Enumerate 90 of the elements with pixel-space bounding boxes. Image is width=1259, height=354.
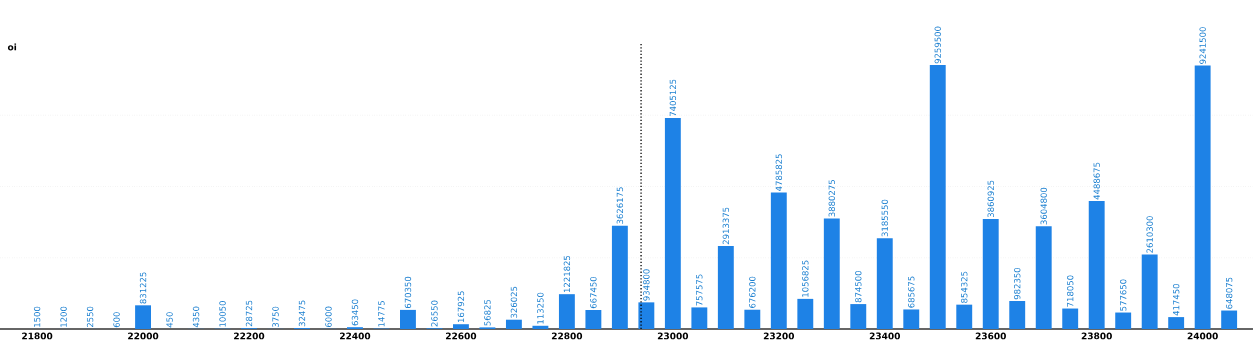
data-label: 831225 xyxy=(139,272,147,304)
data-label: 3750 xyxy=(272,306,279,328)
x-tick-label: 23400 xyxy=(869,332,901,340)
data-label: 854325 xyxy=(961,271,968,303)
bar xyxy=(982,218,999,329)
bar xyxy=(717,245,734,329)
data-label: 7405125 xyxy=(669,79,677,117)
bar xyxy=(770,192,787,329)
bar xyxy=(850,304,867,329)
x-tick-label: 22600 xyxy=(445,332,477,340)
data-label: 2610300 xyxy=(1146,216,1153,253)
data-label: 670350 xyxy=(404,276,412,309)
data-label: 648075 xyxy=(1225,277,1233,309)
data-label: 3604800 xyxy=(1040,187,1047,225)
x-tick-label: 23800 xyxy=(1081,332,1112,340)
data-label: 6000 xyxy=(325,306,332,328)
bar xyxy=(929,65,946,329)
data-label: 4488675 xyxy=(1093,162,1100,200)
data-label: 3860925 xyxy=(987,180,994,218)
data-label: 718050 xyxy=(1067,275,1074,307)
bar xyxy=(1115,312,1132,329)
data-label: 2550 xyxy=(86,306,94,328)
data-label: 167925 xyxy=(457,291,465,323)
bar xyxy=(664,117,681,329)
data-label: 3626175 xyxy=(616,187,624,224)
data-label: 3185550 xyxy=(881,199,888,237)
data-label: 450 xyxy=(166,312,173,328)
x-tick-label: 23000 xyxy=(657,332,689,340)
data-label: 1221825 xyxy=(563,255,571,293)
bar xyxy=(638,302,655,329)
data-label: 9259500 xyxy=(934,26,941,64)
bar xyxy=(691,307,708,329)
bar xyxy=(505,319,522,329)
data-label: 3880275 xyxy=(828,180,836,217)
data-label: 326025 xyxy=(510,286,518,318)
bar xyxy=(744,309,761,329)
data-label: 4785825 xyxy=(775,154,783,191)
data-label: 28725 xyxy=(245,300,253,327)
bar xyxy=(1221,310,1238,329)
data-label: 63450 xyxy=(351,299,359,326)
data-label: 685675 xyxy=(908,276,915,308)
bar xyxy=(611,225,628,329)
bar xyxy=(797,298,814,329)
data-label: 600 xyxy=(113,312,120,328)
data-label: 32475 xyxy=(298,300,306,327)
data-label: 1500 xyxy=(33,306,41,327)
bar xyxy=(135,305,151,329)
x-tick-label: 23600 xyxy=(975,332,1006,340)
x-tick-label: 21800 xyxy=(22,332,53,340)
data-label: 14775 xyxy=(378,301,385,327)
data-label: 982350 xyxy=(1014,267,1021,300)
y-axis-title: oi xyxy=(7,43,17,51)
data-label: 1056825 xyxy=(802,260,809,297)
bar xyxy=(823,218,840,329)
data-label: 4350 xyxy=(192,306,200,328)
bar xyxy=(558,294,575,329)
bar xyxy=(532,325,549,329)
x-tick-label: 23200 xyxy=(763,332,795,340)
data-label: 757575 xyxy=(696,274,703,306)
data-label: 577650 xyxy=(1119,279,1127,311)
data-label: 26550 xyxy=(431,300,438,327)
bar xyxy=(1168,317,1185,329)
bar xyxy=(585,309,602,329)
bar xyxy=(956,304,973,329)
x-tick-label: 22400 xyxy=(340,332,371,340)
data-label: 2913375 xyxy=(722,207,730,245)
x-tick-label: 24000 xyxy=(1187,332,1218,340)
data-label: 1200 xyxy=(60,306,67,327)
x-tick-label: 22800 xyxy=(551,332,583,340)
bar xyxy=(1062,308,1079,329)
bar xyxy=(903,309,920,329)
bar xyxy=(1009,301,1026,329)
data-label: 417450 xyxy=(1172,284,1180,316)
data-label: 56825 xyxy=(484,299,491,326)
bar xyxy=(1088,201,1105,329)
data-label: 9241500 xyxy=(1199,27,1206,64)
x-tick-label: 22200 xyxy=(234,332,265,340)
data-label: 934800 xyxy=(643,269,650,301)
data-label: 874500 xyxy=(855,271,862,303)
data-label: 113250 xyxy=(537,292,544,324)
bar xyxy=(1141,254,1158,329)
data-label: 676200 xyxy=(749,276,756,308)
bar xyxy=(452,324,469,329)
bar xyxy=(876,238,893,329)
x-tick-label: 22000 xyxy=(128,332,159,340)
data-label: 667450 xyxy=(590,276,597,309)
bar xyxy=(400,309,416,329)
bar xyxy=(1035,226,1052,329)
data-label: 10050 xyxy=(219,301,226,327)
bar xyxy=(1194,65,1211,329)
